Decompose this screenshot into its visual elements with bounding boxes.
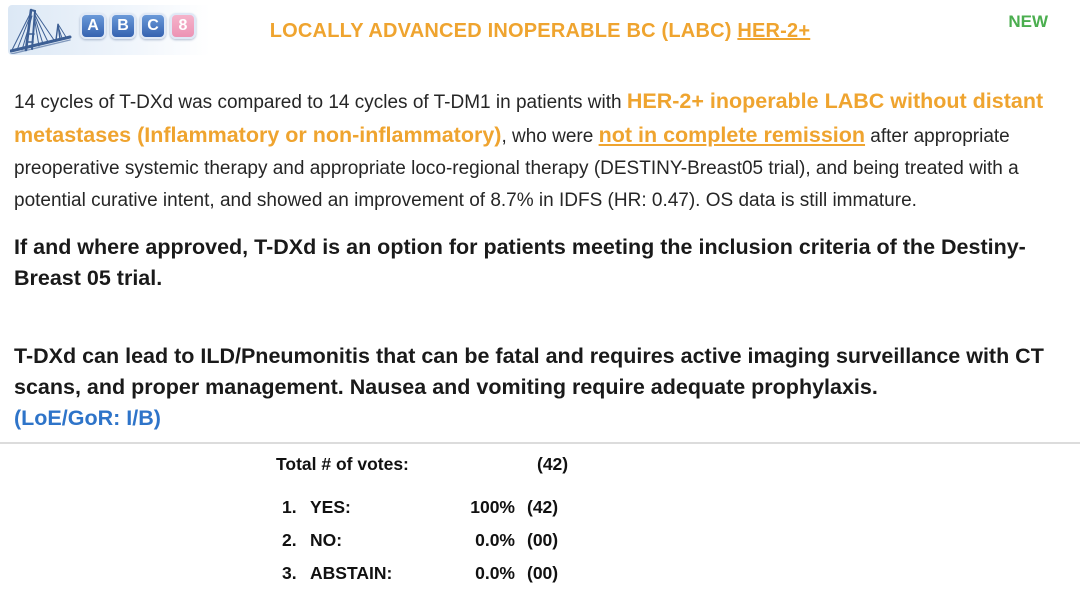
- voting-row-label: ABSTAIN:: [310, 563, 393, 583]
- bridge-icon: [10, 6, 80, 54]
- new-badge: NEW: [1008, 12, 1048, 31]
- recommendation-statement-2: T-DXd can lead to ILD/Pneumonitis that c…: [14, 344, 1044, 399]
- voting-row-count: (42): [527, 497, 559, 517]
- summary-seg5: after appropriate preoperative systemic …: [14, 126, 1019, 211]
- voting-row-pct: 0.0%: [475, 530, 515, 550]
- voting-row-number: 3.: [282, 563, 297, 583]
- voting-row-number: 1.: [282, 497, 297, 517]
- summary-paragraph: 14 cycles of T-DXd was compared to 14 cy…: [14, 85, 1064, 217]
- voting-bar-track: [598, 529, 883, 553]
- logo-letter-a: A: [80, 13, 106, 39]
- summary-seg3: , who were: [501, 126, 599, 147]
- summary-seg4-highlight-underlined: not in complete remission: [598, 123, 866, 147]
- slide-header: A B C 8 LOCALLY ADVANCED INOPERABLE BC (…: [0, 0, 1080, 58]
- voting-total-row: Total # of votes: (42): [272, 450, 1080, 478]
- voting-row-abstain: 3. ABSTAIN: 0.0% (00): [272, 557, 1080, 590]
- summary-seg2-highlight: HER-2+ inoperable LABC without distant m…: [14, 89, 1044, 147]
- voting-row-label: NO:: [310, 530, 343, 550]
- voting-row-pct: 100%: [470, 497, 515, 517]
- logo-letter-c: C: [140, 13, 166, 39]
- voting-row-no: 2. NO: 0.0% (00): [272, 524, 1080, 557]
- slide-title: LOCALLY ADVANCED INOPERABLE BC (LABC) HE…: [0, 20, 1080, 43]
- logo-number-8: 8: [170, 13, 196, 39]
- voting-row-count: (00): [527, 563, 559, 583]
- logo-letter-b: B: [110, 13, 136, 39]
- voting-bar-track: [598, 496, 883, 520]
- voting-total-value: (42): [537, 453, 569, 474]
- voting-row-pct: 0.0%: [475, 563, 515, 583]
- voting-results: Total # of votes: (42) 1. YES: 100% (42)…: [272, 450, 1080, 590]
- slide-title-her2: HER-2+: [737, 20, 811, 42]
- summary-seg1: 14 cycles of T-DXd was compared to 14 cy…: [14, 92, 627, 113]
- logo-letter-boxes: A B C 8: [80, 13, 196, 39]
- voting-total-label: Total # of votes:: [276, 453, 409, 474]
- voting-row-yes: 1. YES: 100% (42): [272, 491, 1080, 524]
- loe-gor-label: (LoE/GoR: I/B): [14, 406, 161, 430]
- voting-row-count: (00): [527, 530, 559, 550]
- voting-bar-track: [598, 562, 883, 586]
- voting-row-label: YES:: [310, 497, 351, 517]
- abc8-logo: A B C 8: [8, 5, 210, 55]
- voting-row-number: 2.: [282, 530, 297, 550]
- section-divider: [0, 442, 1080, 444]
- slide-title-main: LOCALLY ADVANCED INOPERABLE BC (LABC): [269, 20, 738, 42]
- recommendation-statement-1: If and where approved, T-DXd is an optio…: [14, 235, 1026, 290]
